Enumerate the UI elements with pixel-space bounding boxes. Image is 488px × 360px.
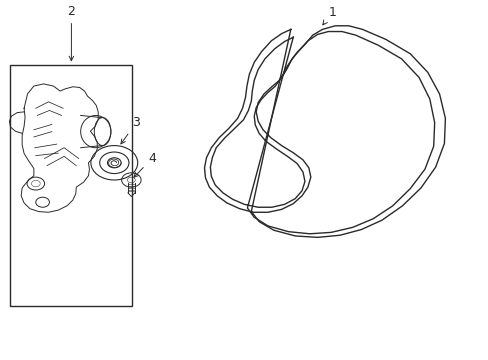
Text: 4: 4	[134, 152, 156, 177]
Bar	[10, 65, 132, 306]
Text: 2: 2	[67, 5, 75, 61]
Text: 3: 3	[121, 116, 140, 144]
Text: 1: 1	[322, 6, 336, 25]
